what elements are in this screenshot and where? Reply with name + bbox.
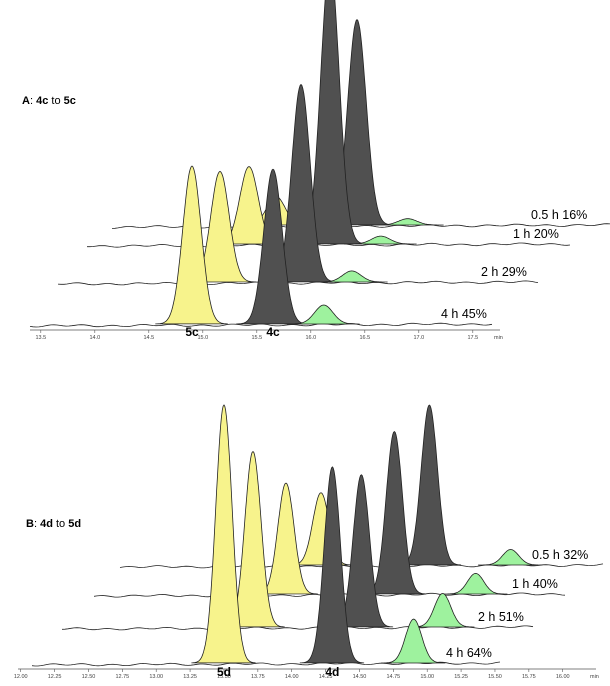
x-tick-label: 15.5	[251, 335, 262, 341]
x-tick-label: 14.50	[353, 674, 367, 680]
minor-peak	[344, 235, 417, 245]
product-peak	[155, 165, 228, 325]
minor-peak	[443, 572, 508, 595]
chart-panel-a: A: 4c to 5c 0.5 h 16% 1 h 20% 2 h 29% 4 h 45…	[22, 0, 610, 341]
x-tick-label: 16.0	[305, 335, 316, 341]
minor-peak	[410, 593, 475, 628]
panel-title-part: 4c	[36, 95, 48, 107]
peak-label: 4d	[325, 665, 339, 679]
x-tick-label: 13.25	[183, 674, 197, 680]
x-tick-label: 14.75	[386, 674, 400, 680]
trace-label: 1 h 20%	[513, 227, 559, 241]
minor-peak	[381, 618, 446, 664]
panel-title: A: 4c to 5c	[22, 95, 76, 107]
product-peak	[191, 404, 256, 664]
chart-panel-b: B: 4d to 5d 0.5 h 32% 1 h 40% 2 h 51% 4 h 64…	[14, 404, 604, 680]
minor-peak	[371, 218, 444, 226]
minor-peak	[478, 549, 543, 566]
panel-title-part: :	[34, 518, 40, 530]
panel-title-part: 5d	[68, 518, 81, 530]
x-tick-label: 15.0	[197, 335, 208, 341]
x-tick-label: 14.25	[319, 674, 333, 680]
trace-label: 0.5 h 32%	[532, 548, 588, 562]
x-tick-label: 12.50	[82, 674, 96, 680]
substrate-peak	[236, 168, 309, 325]
x-tick-label: 13.00	[149, 674, 163, 680]
panel-title-part: to	[48, 95, 63, 107]
x-tick-label: 14.5	[143, 335, 154, 341]
x-tick-label: 13.5	[35, 335, 46, 341]
x-tick-label: 13.75	[251, 674, 265, 680]
x-tick-label: 15.00	[420, 674, 434, 680]
x-tick-label: 14.00	[285, 674, 299, 680]
x-tick-label: 16.00	[556, 674, 570, 680]
x-tick-label: 12.25	[48, 674, 62, 680]
x-tick-label: 12.75	[115, 674, 129, 680]
x-tick-label: 15.50	[488, 674, 502, 680]
x-tick-label: 13.50	[217, 674, 231, 680]
minor-peak	[315, 270, 388, 283]
panel-title: B: 4d to 5d	[26, 518, 81, 530]
x-axis-unit: min	[494, 335, 503, 341]
trace-1: 4 h 45%	[29, 165, 493, 328]
trace-label: 2 h 29%	[481, 265, 527, 279]
substrate-peak	[299, 466, 365, 664]
panel-title-part: :	[30, 95, 36, 107]
x-tick-label: 17.5	[467, 335, 478, 341]
x-tick-label: 15.75	[522, 674, 536, 680]
x-tick-label: 17.0	[413, 335, 424, 341]
x-tick-label: 16.5	[359, 335, 370, 341]
trace-baseline	[57, 280, 539, 286]
trace-3: 1 h 20%	[87, 0, 571, 248]
peak-label: 5d	[217, 665, 231, 679]
peak-label: 4c	[266, 325, 280, 339]
trace-label: 4 h 45%	[441, 307, 487, 321]
trace-baseline	[87, 242, 571, 248]
trace-1: 4 h 64%	[31, 404, 501, 667]
trace-label: 4 h 64%	[446, 646, 492, 660]
trace-baseline	[61, 625, 534, 631]
panel-title-part: A	[22, 95, 30, 107]
panel-title-part: B	[26, 518, 34, 530]
trace-label: 2 h 51%	[478, 610, 524, 624]
panel-title-part: 4d	[40, 518, 53, 530]
x-axis-unit: min	[590, 674, 599, 680]
trace-2: 2 h 29%	[57, 83, 539, 286]
x-tick-label: 15.25	[454, 674, 468, 680]
panel-title-part: to	[53, 518, 68, 530]
minor-peak	[287, 304, 360, 325]
trace-label: 0.5 h 16%	[531, 208, 587, 222]
x-tick-label: 12.00	[14, 674, 28, 680]
panel-title-part: 5c	[64, 95, 76, 107]
x-tick-label: 14.0	[89, 335, 100, 341]
product-peak	[288, 492, 353, 566]
trace-2: 2 h 51%	[61, 451, 534, 631]
trace-label: 1 h 40%	[512, 577, 558, 591]
peak-label: 5c	[185, 325, 199, 339]
